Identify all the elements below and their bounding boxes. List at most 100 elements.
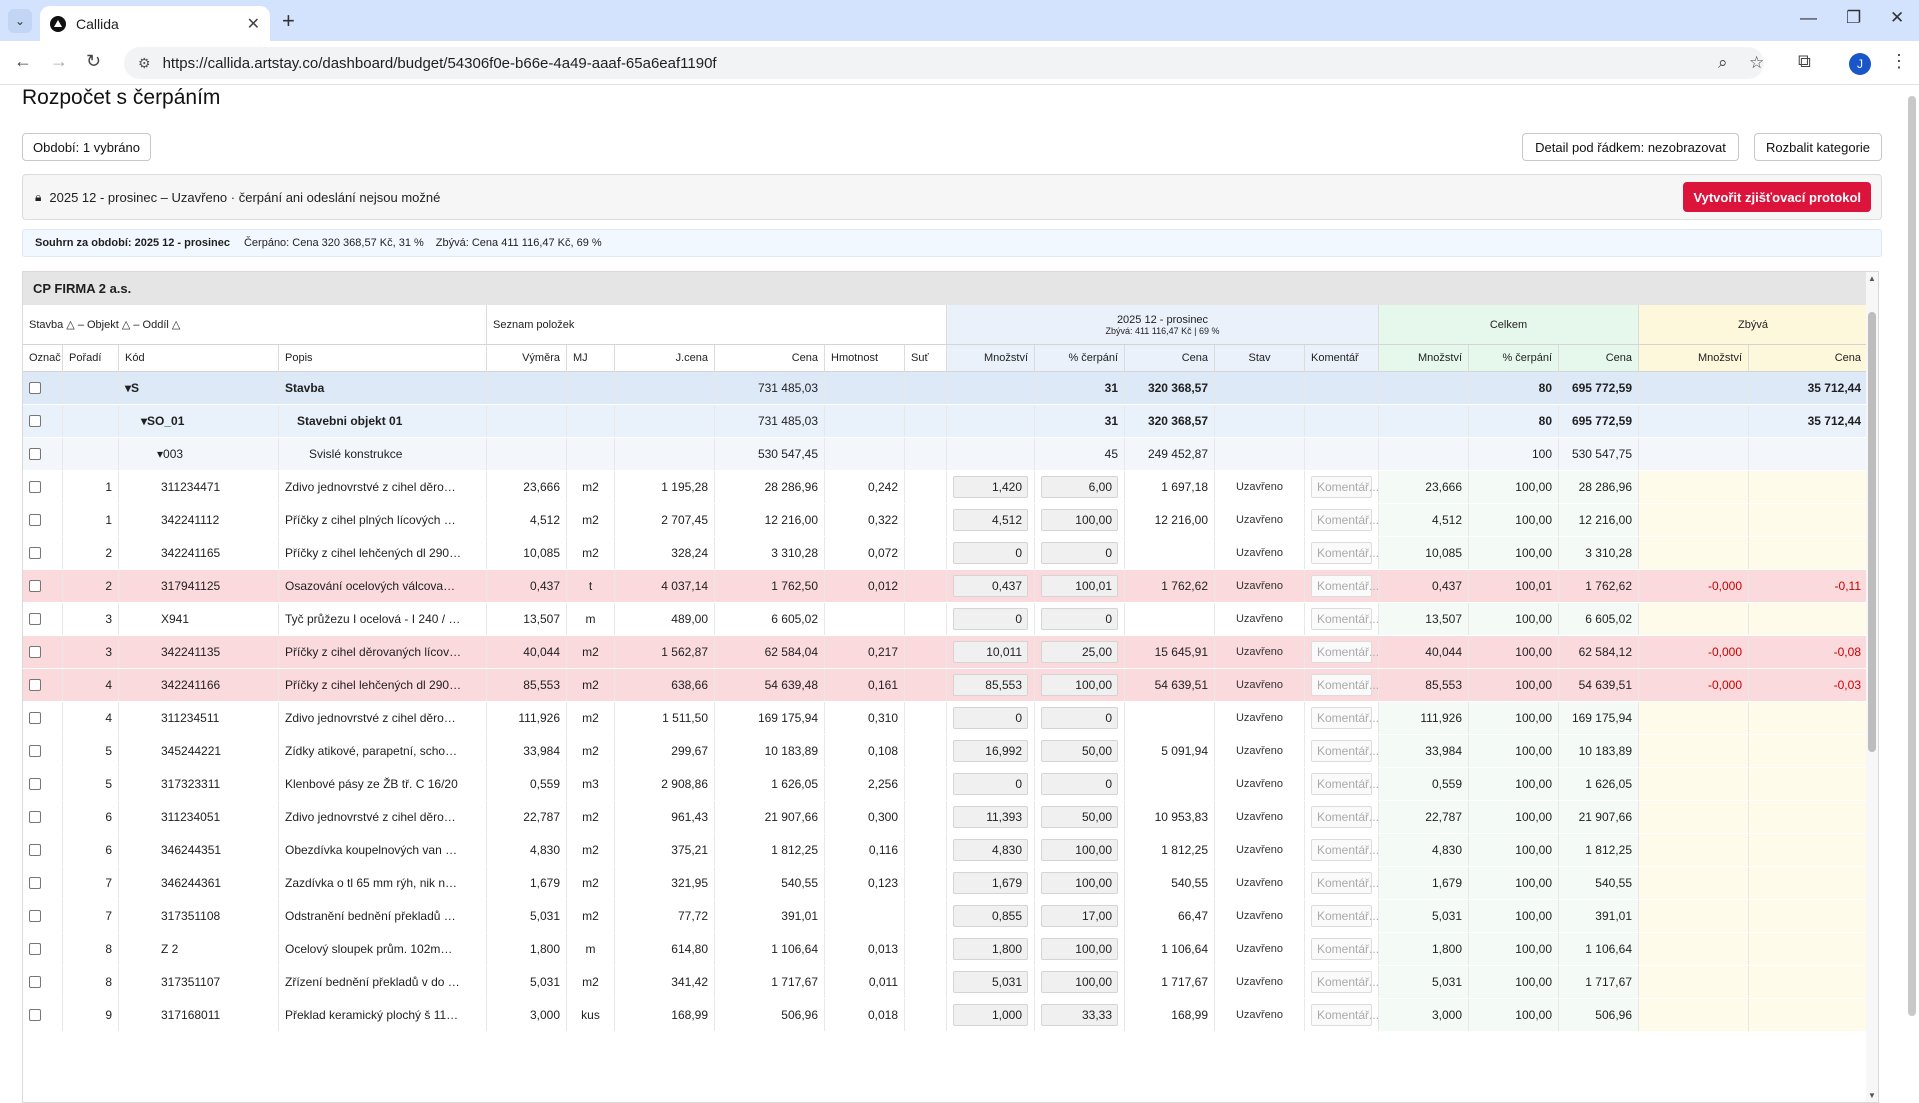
table-row[interactable]: 6 311234051 Zdivo jednovrstvé z cihel děro… — [23, 801, 1868, 833]
col-t-pct[interactable]: % čerpání — [1469, 345, 1559, 372]
period-percent-input[interactable]: 0 — [1041, 542, 1118, 564]
bookmark-star-icon[interactable]: ☆ — [1749, 53, 1765, 72]
page-scrollbar[interactable] — [1905, 86, 1919, 1033]
period-quantity-input[interactable]: 10,011 — [953, 641, 1028, 663]
comment-input[interactable]: Komentář... — [1311, 542, 1378, 564]
expand-caret-icon[interactable]: ▾ — [157, 447, 164, 461]
period-percent-input[interactable]: 0 — [1041, 707, 1118, 729]
table-row[interactable]: 8 317351107 Zřízení bednění překladů v do … — [23, 966, 1868, 998]
period-quantity-input[interactable]: 16,992 — [953, 740, 1028, 762]
row-checkbox[interactable] — [29, 646, 41, 658]
col-poradi[interactable]: Pořadí — [63, 345, 119, 372]
col-p-cena[interactable]: Cena — [1125, 345, 1215, 372]
row-checkbox[interactable] — [29, 679, 41, 691]
profile-avatar[interactable]: J — [1849, 53, 1871, 75]
row-checkbox[interactable] — [29, 976, 41, 988]
col-t-cena[interactable]: Cena — [1559, 345, 1639, 372]
comment-input[interactable]: Komentář... — [1311, 707, 1378, 729]
period-percent-input[interactable]: 100,00 — [1041, 938, 1118, 960]
close-window-icon[interactable]: ✕ — [1890, 8, 1905, 27]
period-quantity-input[interactable]: 0,855 — [953, 905, 1028, 927]
row-checkbox[interactable] — [29, 811, 41, 823]
comment-input[interactable]: Komentář... — [1311, 641, 1378, 663]
expand-categories-button[interactable]: Rozbalit kategorie — [1754, 133, 1882, 161]
period-quantity-input[interactable]: 0 — [953, 542, 1028, 564]
period-percent-input[interactable]: 100,01 — [1041, 575, 1118, 597]
col-jcena[interactable]: J.cena — [615, 345, 715, 372]
row-checkbox[interactable] — [29, 712, 41, 724]
col-kod[interactable]: Kód — [119, 345, 279, 372]
forward-icon[interactable]: → — [50, 51, 68, 71]
period-percent-input[interactable]: 100,00 — [1041, 509, 1118, 531]
scroll-up-icon[interactable]: ▲ — [1868, 274, 1876, 283]
comment-input[interactable]: Komentář... — [1311, 740, 1378, 762]
comment-input[interactable]: Komentář... — [1311, 938, 1378, 960]
table-row[interactable]: ▾ S Stavba 731 485,03 31 320 368,57 80 695 772… — [23, 372, 1868, 404]
period-quantity-input[interactable]: 0 — [953, 608, 1028, 630]
browser-menu-icon[interactable]: ⋮ — [1890, 51, 1908, 71]
table-row[interactable]: 4 311234511 Zdivo jednovrstvé z cihel děro… — [23, 702, 1868, 734]
row-checkbox[interactable] — [29, 382, 41, 394]
comment-input[interactable]: Komentář... — [1311, 476, 1378, 498]
col-oznac[interactable]: Označ — [23, 345, 63, 372]
table-row[interactable]: 2 317941125 Osazování ocelových válcova… 0,… — [23, 570, 1868, 602]
row-checkbox[interactable] — [29, 910, 41, 922]
row-checkbox[interactable] — [29, 613, 41, 625]
row-checkbox[interactable] — [29, 448, 41, 460]
table-row[interactable]: 3 342241135 Příčky z cihel děrovaných líco… — [23, 636, 1868, 668]
period-percent-input[interactable]: 0 — [1041, 608, 1118, 630]
col-p-stav[interactable]: Stav — [1215, 345, 1305, 372]
minimize-icon[interactable]: — — [1800, 8, 1817, 27]
col-p-pct[interactable]: % čerpání — [1035, 345, 1125, 372]
period-quantity-input[interactable]: 1,800 — [953, 938, 1028, 960]
row-checkbox[interactable] — [29, 943, 41, 955]
col-vymera[interactable]: Výměra — [487, 345, 567, 372]
zoom-icon[interactable]: ⌕ — [1718, 53, 1728, 72]
col-popis[interactable]: Popis — [279, 345, 487, 372]
grid-scroll-thumb[interactable] — [1868, 312, 1876, 752]
comment-input[interactable]: Komentář... — [1311, 575, 1378, 597]
row-checkbox[interactable] — [29, 514, 41, 526]
period-quantity-input[interactable]: 1,679 — [953, 872, 1028, 894]
row-checkbox[interactable] — [29, 580, 41, 592]
comment-input[interactable]: Komentář... — [1311, 971, 1378, 993]
url-field[interactable]: ⚙ https://callida.artstay.co/dashboard/b… — [124, 47, 1764, 79]
period-quantity-input[interactable]: 5,031 — [953, 971, 1028, 993]
comment-input[interactable]: Komentář... — [1311, 608, 1378, 630]
period-quantity-input[interactable]: 0 — [953, 707, 1028, 729]
col-cena[interactable]: Cena — [715, 345, 825, 372]
row-checkbox[interactable] — [29, 481, 41, 493]
table-row[interactable]: ▾ SO_01 Stavebni objekt 01 731 485,03 31 320… — [23, 405, 1868, 437]
comment-input[interactable]: Komentář... — [1311, 905, 1378, 927]
table-row[interactable]: 5 345244221 Zídky atikové, parapetní, scho… — [23, 735, 1868, 767]
period-quantity-input[interactable]: 4,512 — [953, 509, 1028, 531]
period-percent-input[interactable]: 33,33 — [1041, 1004, 1118, 1026]
back-icon[interactable]: ← — [14, 51, 32, 71]
grid-scrollbar[interactable]: ▲ ▼ — [1866, 272, 1878, 1102]
col-t-mnozstvi[interactable]: Množství — [1379, 345, 1469, 372]
col-z-cena[interactable]: Cena — [1749, 345, 1868, 372]
period-percent-input[interactable]: 50,00 — [1041, 740, 1118, 762]
detail-toggle-button[interactable]: Detail pod řádkem: nezobrazovat — [1522, 133, 1739, 161]
comment-input[interactable]: Komentář... — [1311, 839, 1378, 861]
period-quantity-input[interactable]: 1,000 — [953, 1004, 1028, 1026]
table-row[interactable]: 4 342241166 Příčky z cihel lehčených dl 29… — [23, 669, 1868, 701]
col-hmotnost[interactable]: Hmotnost — [825, 345, 905, 372]
period-percent-input[interactable]: 6,00 — [1041, 476, 1118, 498]
comment-input[interactable]: Komentář... — [1311, 872, 1378, 894]
tab-search-icon[interactable]: ⌄ — [8, 9, 32, 33]
row-checkbox[interactable] — [29, 1009, 41, 1021]
tree-group-header[interactable]: Stavba △ – Objekt △ – Oddíl △ — [23, 305, 487, 345]
period-percent-input[interactable]: 50,00 — [1041, 806, 1118, 828]
comment-input[interactable]: Komentář... — [1311, 509, 1378, 531]
period-quantity-input[interactable]: 1,420 — [953, 476, 1028, 498]
page-scroll-thumb[interactable] — [1908, 96, 1916, 1016]
table-row[interactable]: 1 342241112 Příčky z cihel plných lícových… — [23, 504, 1868, 536]
table-row[interactable]: 3 X941 Tyč průžezu I ocelová - I 240 / … 13… — [23, 603, 1868, 635]
period-percent-input[interactable]: 100,00 — [1041, 971, 1118, 993]
table-row[interactable]: 7 317351108 Odstranění bednění překladů … 5… — [23, 900, 1868, 932]
period-quantity-input[interactable]: 11,393 — [953, 806, 1028, 828]
row-checkbox[interactable] — [29, 547, 41, 559]
period-percent-input[interactable]: 17,00 — [1041, 905, 1118, 927]
